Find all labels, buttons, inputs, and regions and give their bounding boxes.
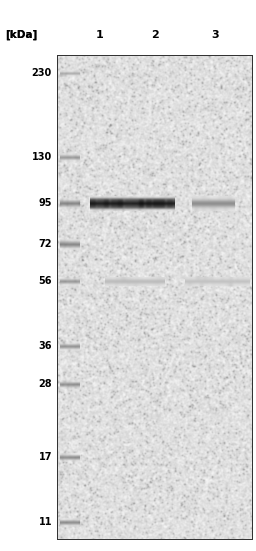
Text: 11: 11	[38, 517, 52, 527]
Text: 95: 95	[38, 198, 52, 208]
Text: [kDa]: [kDa]	[5, 30, 37, 40]
Text: 36: 36	[38, 341, 52, 351]
Text: 72: 72	[38, 239, 52, 249]
Text: 230: 230	[32, 68, 52, 78]
Text: 28: 28	[38, 379, 52, 389]
Text: 2: 2	[151, 30, 159, 40]
Text: [kDa]: [kDa]	[5, 30, 37, 40]
Text: 3: 3	[211, 30, 219, 40]
Text: 56: 56	[38, 276, 52, 286]
Text: 1: 1	[96, 30, 104, 40]
Text: 17: 17	[38, 452, 52, 462]
Text: 130: 130	[32, 152, 52, 162]
